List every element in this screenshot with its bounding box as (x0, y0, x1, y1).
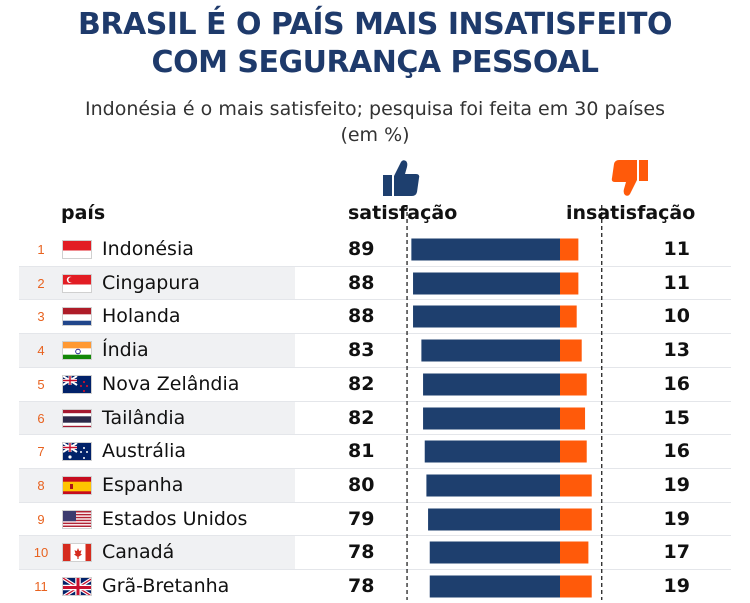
satisfaction-value-label: 79 (348, 508, 375, 530)
rank-label: 3 (37, 309, 45, 324)
row-divider (19, 535, 731, 536)
dissatisfaction-value-label: 10 (663, 305, 690, 327)
column-header-dissatisfaction: insatisfação (566, 202, 696, 224)
title-line-1: BRASIL É O PAÍS MAIS INSATISFEITO (78, 7, 672, 42)
dissatisfaction-value-label: 15 (663, 407, 690, 429)
subtitle-line-2: (em %) (340, 124, 410, 146)
table-row: 8 Espanha 80 19 (19, 469, 731, 502)
table-row: 7 Austrália 81 16 (19, 435, 731, 468)
row-divider (19, 468, 731, 469)
new-zealand-flag (62, 375, 92, 394)
rank-label: 7 (37, 444, 45, 459)
table-row: 1 Indonésia 89 11 (19, 233, 731, 266)
rank-label: 5 (37, 377, 45, 392)
thumbs-down-icon (609, 158, 649, 203)
row-divider (19, 401, 731, 402)
country-label: Austrália (102, 440, 187, 462)
rank-label: 9 (37, 512, 45, 527)
dissatisfaction-value-label: 19 (663, 508, 690, 530)
uk-flag (62, 577, 92, 596)
satisfaction-value-label: 83 (348, 339, 375, 361)
dissatisfaction-value-label: 13 (663, 339, 690, 361)
rank-label: 10 (33, 545, 49, 560)
thailand-flag (62, 409, 92, 428)
dissatisfaction-value-label: 17 (663, 541, 690, 563)
satisfaction-value-label: 88 (348, 272, 375, 294)
country-label: Grã-Bretanha (102, 575, 230, 597)
row-divider (19, 333, 731, 334)
indonesia-flag (62, 240, 92, 259)
dissatisfaction-value-label: 19 (663, 575, 690, 597)
row-divider (19, 569, 731, 570)
rank-label: 6 (37, 411, 45, 426)
chart-subtitle: Indonésia é o mais satisfeito; pesquisa … (0, 96, 750, 148)
country-label: Cingapura (102, 272, 200, 294)
row-divider (19, 266, 731, 267)
country-label: Espanha (102, 474, 184, 496)
rank-label: 8 (37, 478, 45, 493)
satisfaction-value-label: 80 (348, 474, 375, 496)
table-row: 5 Nova Zelândia 82 16 (19, 368, 731, 401)
rank-label: 11 (34, 579, 48, 594)
dissatisfaction-value-label: 11 (663, 272, 690, 294)
dissatisfaction-value-label: 19 (663, 474, 690, 496)
singapore-flag (62, 274, 92, 293)
rank-label: 1 (37, 242, 45, 257)
title-line-2: COM SEGURANÇA PESSOAL (151, 45, 599, 80)
dissatisfaction-value-label: 16 (663, 373, 690, 395)
usa-flag (62, 510, 92, 529)
chart-title: BRASIL É O PAÍS MAIS INSATISFEITO COM SE… (0, 6, 750, 82)
row-divider (19, 502, 731, 503)
satisfaction-value-label: 82 (348, 407, 375, 429)
australia-flag (62, 442, 92, 461)
table-row: 11 Grã-Bretanha 78 19 (19, 570, 731, 603)
table-row: 6 Tailândia 82 15 (19, 402, 731, 435)
country-label: Canadá (102, 541, 175, 563)
satisfaction-value-label: 78 (348, 541, 375, 563)
country-label: Tailândia (102, 407, 186, 429)
table-row: 4 Índia 83 13 (19, 334, 731, 367)
column-header-country: país (61, 202, 106, 224)
table-row: 9 Estados Unidos 79 19 (19, 503, 731, 536)
rank-label: 2 (37, 276, 45, 291)
country-label: Índia (102, 339, 149, 361)
table-row: 3 Holanda 88 10 (19, 300, 731, 333)
satisfaction-value-label: 82 (348, 373, 375, 395)
rank-label: 4 (37, 343, 45, 358)
spain-flag (62, 476, 92, 495)
satisfaction-value-label: 81 (348, 440, 375, 462)
country-label: Estados Unidos (102, 508, 248, 530)
netherlands-flag (62, 307, 92, 326)
subtitle-line-1: Indonésia é o mais satisfeito; pesquisa … (85, 98, 665, 120)
table-row: 2 Cingapura 88 11 (19, 267, 731, 300)
canada-flag (62, 543, 92, 562)
country-label: Indonésia (102, 238, 194, 260)
table-row: 10 Canadá 78 17 (19, 536, 731, 569)
country-label: Holanda (102, 305, 181, 327)
satisfaction-value-label: 88 (348, 305, 375, 327)
row-divider (19, 434, 731, 435)
dissatisfaction-value-label: 16 (663, 440, 690, 462)
row-divider (19, 367, 731, 368)
satisfaction-value-label: 78 (348, 575, 375, 597)
thumbs-up-icon (382, 158, 422, 203)
dissatisfaction-value-label: 11 (663, 238, 690, 260)
row-divider (19, 299, 731, 300)
country-label: Nova Zelândia (102, 373, 240, 395)
satisfaction-value-label: 89 (348, 238, 375, 260)
column-header-satisfaction: satisfação (348, 202, 458, 224)
india-flag (62, 341, 92, 360)
